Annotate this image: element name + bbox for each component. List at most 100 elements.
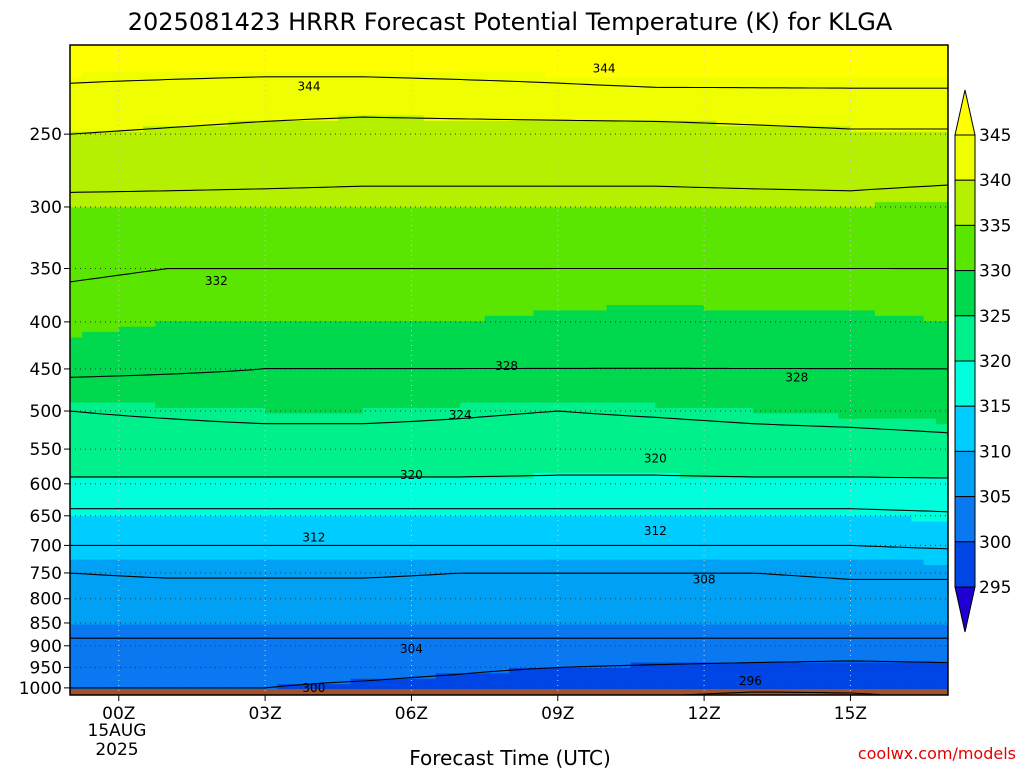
theta-band-cell bbox=[813, 250, 827, 257]
theta-band-cell bbox=[728, 337, 742, 344]
theta-band-cell bbox=[70, 386, 83, 393]
theta-band-cell bbox=[655, 66, 669, 73]
theta-band-cell bbox=[313, 99, 327, 106]
theta-band-cell bbox=[777, 234, 791, 241]
theta-band-cell bbox=[362, 82, 376, 89]
theta-band-cell bbox=[887, 164, 900, 171]
theta-band-cell bbox=[801, 115, 815, 122]
theta-band-cell bbox=[521, 137, 534, 144]
theta-band-cell bbox=[679, 153, 693, 160]
theta-band-cell bbox=[179, 212, 193, 219]
theta-band-cell bbox=[167, 185, 181, 192]
theta-band-cell bbox=[862, 99, 876, 106]
theta-band-cell bbox=[277, 305, 291, 312]
theta-band-cell bbox=[265, 283, 278, 290]
theta-band-cell bbox=[569, 288, 583, 295]
theta-band-cell bbox=[240, 218, 254, 225]
theta-band-cell bbox=[94, 88, 108, 95]
theta-band-cell bbox=[496, 142, 510, 149]
theta-band-cell bbox=[704, 364, 717, 371]
theta-band-cell bbox=[265, 131, 278, 138]
theta-band-cell bbox=[704, 207, 717, 214]
theta-band-cell bbox=[752, 66, 766, 73]
theta-band-cell bbox=[277, 234, 291, 241]
theta-band-cell bbox=[850, 364, 864, 371]
theta-band-cell bbox=[643, 153, 656, 160]
theta-band-cell bbox=[204, 402, 217, 409]
theta-band-cell bbox=[484, 299, 498, 306]
theta-band-cell bbox=[423, 229, 437, 236]
theta-band-cell bbox=[679, 88, 693, 95]
theta-band-cell bbox=[301, 418, 315, 425]
theta-band-cell bbox=[460, 137, 474, 144]
theta-band-cell bbox=[704, 191, 717, 198]
theta-band-cell bbox=[179, 256, 193, 263]
theta-band-cell bbox=[155, 418, 169, 425]
theta-band-cell bbox=[765, 397, 778, 404]
theta-band-cell bbox=[301, 66, 315, 73]
theta-band-cell bbox=[484, 223, 498, 230]
theta-band-cell bbox=[118, 61, 132, 68]
theta-band-cell bbox=[521, 45, 534, 52]
theta-band-cell bbox=[411, 305, 425, 312]
theta-band-cell bbox=[338, 234, 352, 241]
theta-band-cell bbox=[521, 93, 534, 100]
theta-band-cell bbox=[740, 353, 754, 360]
theta-band-cell bbox=[338, 185, 352, 192]
theta-band-cell bbox=[740, 364, 754, 371]
theta-band-cell bbox=[362, 277, 376, 284]
theta-band-cell bbox=[350, 175, 364, 182]
theta-band-cell bbox=[350, 191, 364, 198]
theta-band-cell bbox=[82, 337, 95, 344]
theta-band-cell bbox=[204, 234, 217, 241]
theta-band-cell bbox=[935, 120, 948, 127]
theta-band-cell bbox=[509, 185, 522, 192]
theta-band-cell bbox=[448, 283, 461, 290]
theta-band-cell bbox=[130, 353, 144, 360]
theta-band-cell bbox=[569, 250, 583, 257]
theta-band-cell bbox=[179, 305, 193, 312]
theta-band-cell bbox=[106, 310, 120, 317]
theta-band-cell bbox=[484, 332, 498, 339]
theta-band-cell bbox=[313, 164, 327, 171]
theta-band-cell bbox=[569, 153, 583, 160]
theta-band-cell bbox=[630, 315, 644, 322]
theta-band-cell bbox=[533, 120, 547, 127]
theta-band-cell bbox=[277, 93, 291, 100]
theta-band-cell bbox=[362, 175, 376, 182]
theta-band-cell bbox=[838, 375, 852, 382]
theta-band-cell bbox=[496, 380, 510, 387]
theta-band-cell bbox=[179, 196, 193, 203]
theta-band-cell bbox=[240, 391, 254, 398]
theta-band-cell bbox=[423, 256, 437, 263]
theta-band-cell bbox=[789, 402, 803, 409]
theta-band-cell bbox=[606, 218, 620, 225]
theta-band-cell bbox=[350, 245, 364, 252]
theta-band-cell bbox=[362, 359, 376, 366]
theta-band-cell bbox=[643, 196, 656, 203]
theta-band-cell bbox=[582, 77, 595, 84]
theta-band-cell bbox=[618, 55, 632, 62]
theta-band-cell bbox=[728, 72, 742, 79]
theta-band-cell bbox=[435, 294, 449, 301]
theta-band-cell bbox=[240, 332, 254, 339]
theta-band-cell bbox=[838, 142, 852, 149]
theta-band-cell bbox=[899, 180, 913, 187]
theta-band-cell bbox=[167, 386, 181, 393]
theta-band-cell bbox=[606, 120, 620, 127]
theta-band-cell bbox=[582, 104, 595, 111]
theta-band-cell bbox=[484, 370, 498, 377]
theta-band-cell bbox=[533, 147, 547, 154]
theta-band-cell bbox=[448, 110, 461, 117]
theta-band-cell bbox=[70, 288, 83, 295]
theta-band-cell bbox=[448, 185, 461, 192]
theta-band-cell bbox=[582, 93, 595, 100]
theta-band-cell bbox=[460, 245, 474, 252]
theta-band-cell bbox=[362, 191, 376, 198]
theta-band-cell bbox=[155, 164, 169, 171]
theta-band-cell bbox=[326, 337, 339, 344]
theta-band-cell bbox=[289, 397, 303, 404]
theta-band-cell bbox=[899, 147, 913, 154]
theta-band-cell bbox=[118, 207, 132, 214]
theta-band-cell bbox=[252, 104, 266, 111]
